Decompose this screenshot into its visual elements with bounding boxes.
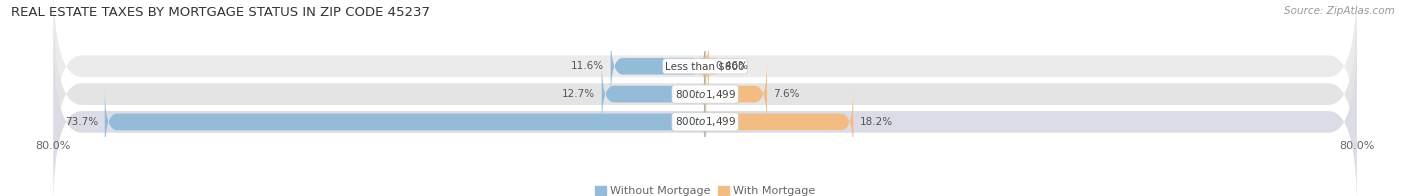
- FancyBboxPatch shape: [53, 0, 1357, 153]
- Text: 11.6%: 11.6%: [571, 61, 605, 71]
- Text: Source: ZipAtlas.com: Source: ZipAtlas.com: [1284, 6, 1395, 16]
- FancyBboxPatch shape: [610, 33, 706, 100]
- Text: $800 to $1,499: $800 to $1,499: [675, 88, 735, 101]
- FancyBboxPatch shape: [105, 89, 706, 155]
- FancyBboxPatch shape: [696, 33, 717, 100]
- FancyBboxPatch shape: [53, 8, 1357, 181]
- FancyBboxPatch shape: [706, 61, 768, 127]
- Text: 12.7%: 12.7%: [562, 89, 595, 99]
- Text: $800 to $1,499: $800 to $1,499: [675, 115, 735, 128]
- FancyBboxPatch shape: [53, 35, 1357, 196]
- FancyBboxPatch shape: [602, 61, 706, 127]
- Text: 0.46%: 0.46%: [716, 61, 748, 71]
- Text: REAL ESTATE TAXES BY MORTGAGE STATUS IN ZIP CODE 45237: REAL ESTATE TAXES BY MORTGAGE STATUS IN …: [11, 6, 430, 19]
- Text: 18.2%: 18.2%: [860, 117, 893, 127]
- Text: 7.6%: 7.6%: [773, 89, 800, 99]
- FancyBboxPatch shape: [706, 89, 853, 155]
- Legend: Without Mortgage, With Mortgage: Without Mortgage, With Mortgage: [595, 186, 815, 196]
- Text: 73.7%: 73.7%: [65, 117, 98, 127]
- Text: Less than $800: Less than $800: [665, 61, 745, 71]
